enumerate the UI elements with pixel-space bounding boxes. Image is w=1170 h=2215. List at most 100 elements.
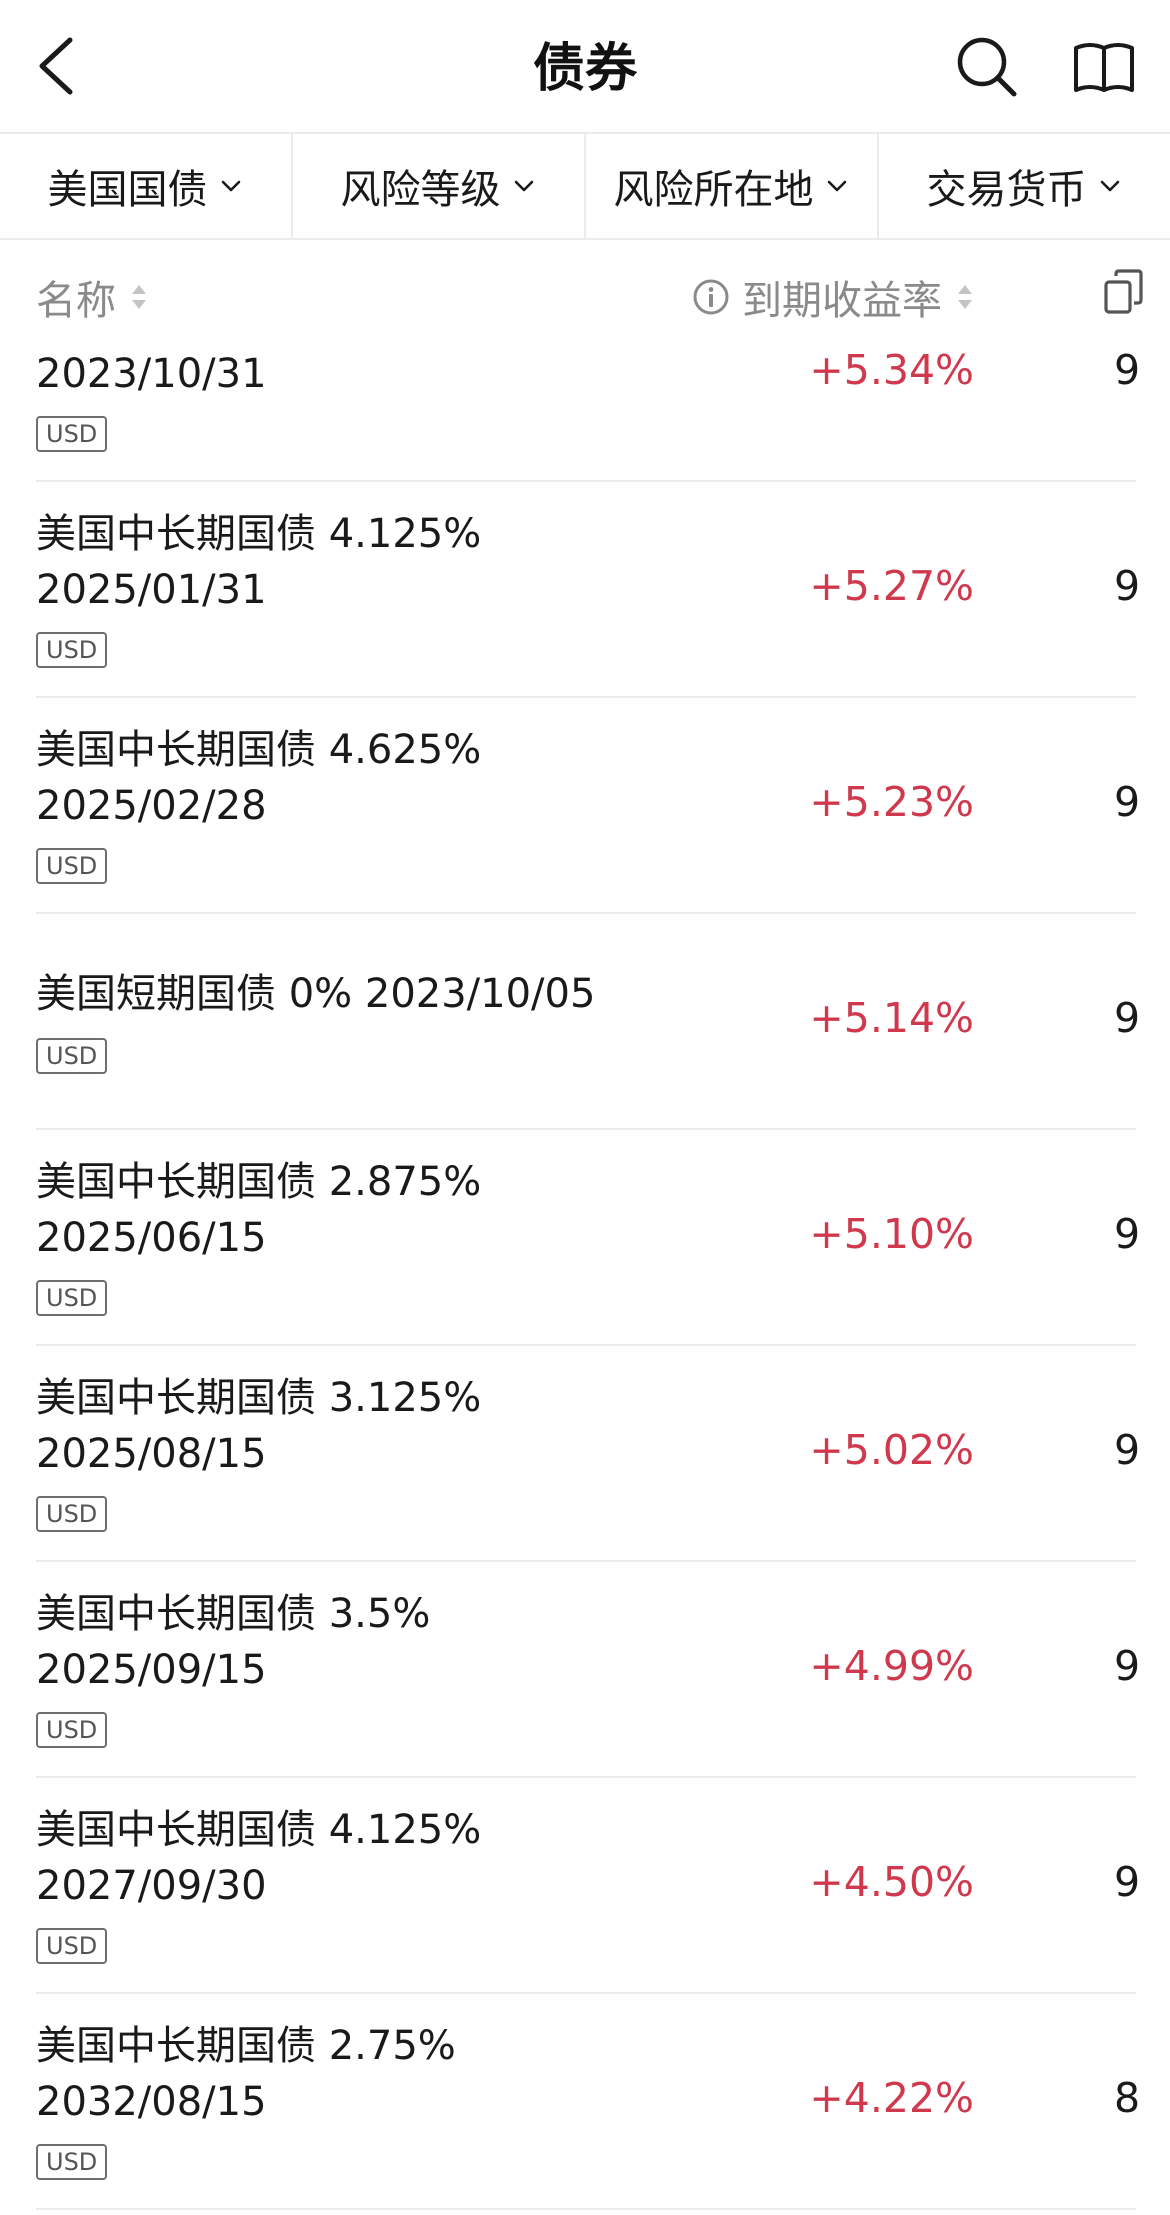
bond-maturity: 2025/06/15 xyxy=(36,1215,267,1261)
top-bar: 债券 xyxy=(0,0,1170,134)
divider xyxy=(36,1128,1136,1130)
chevron-down-icon xyxy=(514,180,533,192)
chevron-down-icon xyxy=(1100,180,1119,192)
divider xyxy=(36,912,1136,914)
bond-name: 美国中长期国债 4.125% 2025/01/31 xyxy=(36,506,481,618)
bond-name: 美国中长期国债 4.625% 2025/02/28 xyxy=(36,722,481,834)
price-value: 9 xyxy=(1114,1642,1141,1690)
currency-tag: USD xyxy=(36,1280,108,1316)
bond-maturity: 2023/10/31 xyxy=(36,351,267,397)
filter-bar: 美国国债 风险等级 风险所在地 交易货币 xyxy=(0,134,1170,240)
yield-value: +5.02% xyxy=(809,1426,974,1474)
bond-name: 美国短期国债 0% 2023/10/05 xyxy=(36,966,595,1022)
list-item[interactable]: 美国中长期国债 4.125% 2025/01/31 USD +5.27% 9 xyxy=(0,482,1170,698)
back-button[interactable] xyxy=(22,28,92,104)
sort-by-name[interactable]: 名称 xyxy=(36,268,150,326)
bond-title: 美国中长期国债 4.125% xyxy=(36,511,482,557)
price-value: 9 xyxy=(1114,994,1141,1042)
list-item[interactable]: 美国中长期国债 3.125% 2025/08/15 USD +5.02% 9 xyxy=(0,1346,1170,1562)
bond-maturity: 2025/02/28 xyxy=(36,783,267,829)
price-value: 9 xyxy=(1114,1426,1141,1474)
search-button[interactable] xyxy=(950,30,1022,102)
price-value: 9 xyxy=(1114,1210,1141,1258)
column-header: 名称 到期收益率 xyxy=(0,240,1170,350)
currency-tag: USD xyxy=(36,1038,108,1074)
yield-value: +5.10% xyxy=(809,1210,974,1258)
list-item[interactable]: 美国中长期国债 3.5% 2025/09/15 USD +4.99% 9 xyxy=(0,1562,1170,1778)
filter-risk-location[interactable]: 风险所在地 xyxy=(586,134,879,238)
list-item[interactable]: 美国中长期国债 4.625% 2025/02/28 USD +5.23% 9 xyxy=(0,698,1170,914)
filter-market[interactable]: 美国国债 xyxy=(0,134,293,238)
yield-value: +4.22% xyxy=(809,2074,974,2122)
bond-name: 美国中长期国债 3.125% 2025/08/15 xyxy=(36,1370,481,1482)
bond-maturity: 2025/09/15 xyxy=(36,1647,267,1693)
currency-tag: USD xyxy=(36,416,108,452)
bond-title: 美国中长期国债 2.75% xyxy=(36,2023,456,2069)
divider xyxy=(36,480,1136,482)
currency-tag: USD xyxy=(36,848,108,884)
bond-maturity: 2025/08/15 xyxy=(36,1431,267,1477)
sort-icon xyxy=(132,285,146,309)
book-icon xyxy=(1074,43,1134,92)
bond-maturity: 2032/08/15 xyxy=(36,2079,267,2125)
divider xyxy=(36,2208,1136,2210)
yield-value: +5.34% xyxy=(809,346,974,394)
page-title: 债券 xyxy=(532,39,637,99)
yield-value: +5.23% xyxy=(809,778,974,826)
filter-label: 风险所在地 xyxy=(613,167,814,213)
bond-name: 美国中长期国债 2.875% 2025/06/15 xyxy=(36,1154,481,1266)
yield-value: +5.27% xyxy=(809,562,974,610)
price-value: 9 xyxy=(1114,562,1141,610)
yield-value: +4.99% xyxy=(809,1642,974,1690)
price-value: 9 xyxy=(1114,778,1141,826)
list-item[interactable]: 2023/10/31 USD +5.34% 9 xyxy=(0,340,1170,482)
bond-title: 美国中长期国债 2.875% xyxy=(36,1159,482,1205)
bond-name: 美国中长期国债 4.125% 2027/09/30 xyxy=(36,1802,481,1914)
price-value: 8 xyxy=(1114,2074,1141,2122)
filter-label: 风险等级 xyxy=(340,167,501,213)
divider xyxy=(36,1344,1136,1346)
divider xyxy=(36,1776,1136,1778)
bond-title: 美国中长期国债 4.125% xyxy=(36,1807,482,1853)
bond-title: 美国中长期国债 3.125% xyxy=(36,1375,482,1421)
filter-label: 美国国债 xyxy=(47,167,208,213)
search-icon xyxy=(957,37,1017,97)
bond-name: 2023/10/31 xyxy=(36,346,267,402)
filter-risk-level[interactable]: 风险等级 xyxy=(293,134,586,238)
info-icon[interactable] xyxy=(692,278,730,316)
price-value: 9 xyxy=(1114,346,1141,394)
divider xyxy=(36,1992,1136,1994)
column-name-label: 名称 xyxy=(36,278,116,324)
currency-tag: USD xyxy=(36,1928,108,1964)
back-arrow-icon xyxy=(39,37,73,95)
bond-title: 美国中长期国债 3.5% xyxy=(36,1591,431,1637)
list-item[interactable]: 美国短期国债 0% 2023/10/05 USD +5.14% 9 xyxy=(0,914,1170,1130)
chevron-down-icon xyxy=(221,180,240,192)
divider xyxy=(36,1560,1136,1562)
list-item[interactable]: 美国中长期国债 2.75% 2032/08/15 USD +4.22% 8 xyxy=(0,1994,1170,2210)
bond-title: 美国短期国债 0% 2023/10/05 xyxy=(36,971,596,1017)
currency-tag: USD xyxy=(36,2144,108,2180)
bond-list: 2023/10/31 USD +5.34% 9 美国中长期国债 4.125% 2… xyxy=(0,340,1170,2210)
list-item[interactable]: 美国中长期国债 2.875% 2025/06/15 USD +5.10% 9 xyxy=(0,1130,1170,1346)
currency-tag: USD xyxy=(36,632,108,668)
copy-icon[interactable] xyxy=(1102,268,1146,316)
bond-maturity: 2027/09/30 xyxy=(36,1863,267,1909)
list-item[interactable]: 美国中长期国债 4.125% 2027/09/30 USD +4.50% 9 xyxy=(0,1778,1170,1994)
column-yield-label: 到期收益率 xyxy=(742,278,942,324)
chevron-down-icon xyxy=(827,180,846,192)
bond-maturity: 2025/01/31 xyxy=(36,567,267,613)
bond-name: 美国中长期国债 2.75% 2032/08/15 xyxy=(36,2018,456,2130)
filter-currency[interactable]: 交易货币 xyxy=(879,134,1170,238)
sort-by-yield[interactable]: 到期收益率 xyxy=(692,268,976,326)
currency-tag: USD xyxy=(36,1712,108,1748)
price-value: 9 xyxy=(1114,1858,1141,1906)
divider xyxy=(36,696,1136,698)
yield-value: +5.14% xyxy=(809,994,974,1042)
yield-value: +4.50% xyxy=(809,1858,974,1906)
bond-title: 美国中长期国债 4.625% xyxy=(36,727,482,773)
bookmark-button[interactable] xyxy=(1068,30,1140,102)
filter-label: 交易货币 xyxy=(926,167,1087,213)
currency-tag: USD xyxy=(36,1496,108,1532)
sort-icon xyxy=(958,285,972,309)
